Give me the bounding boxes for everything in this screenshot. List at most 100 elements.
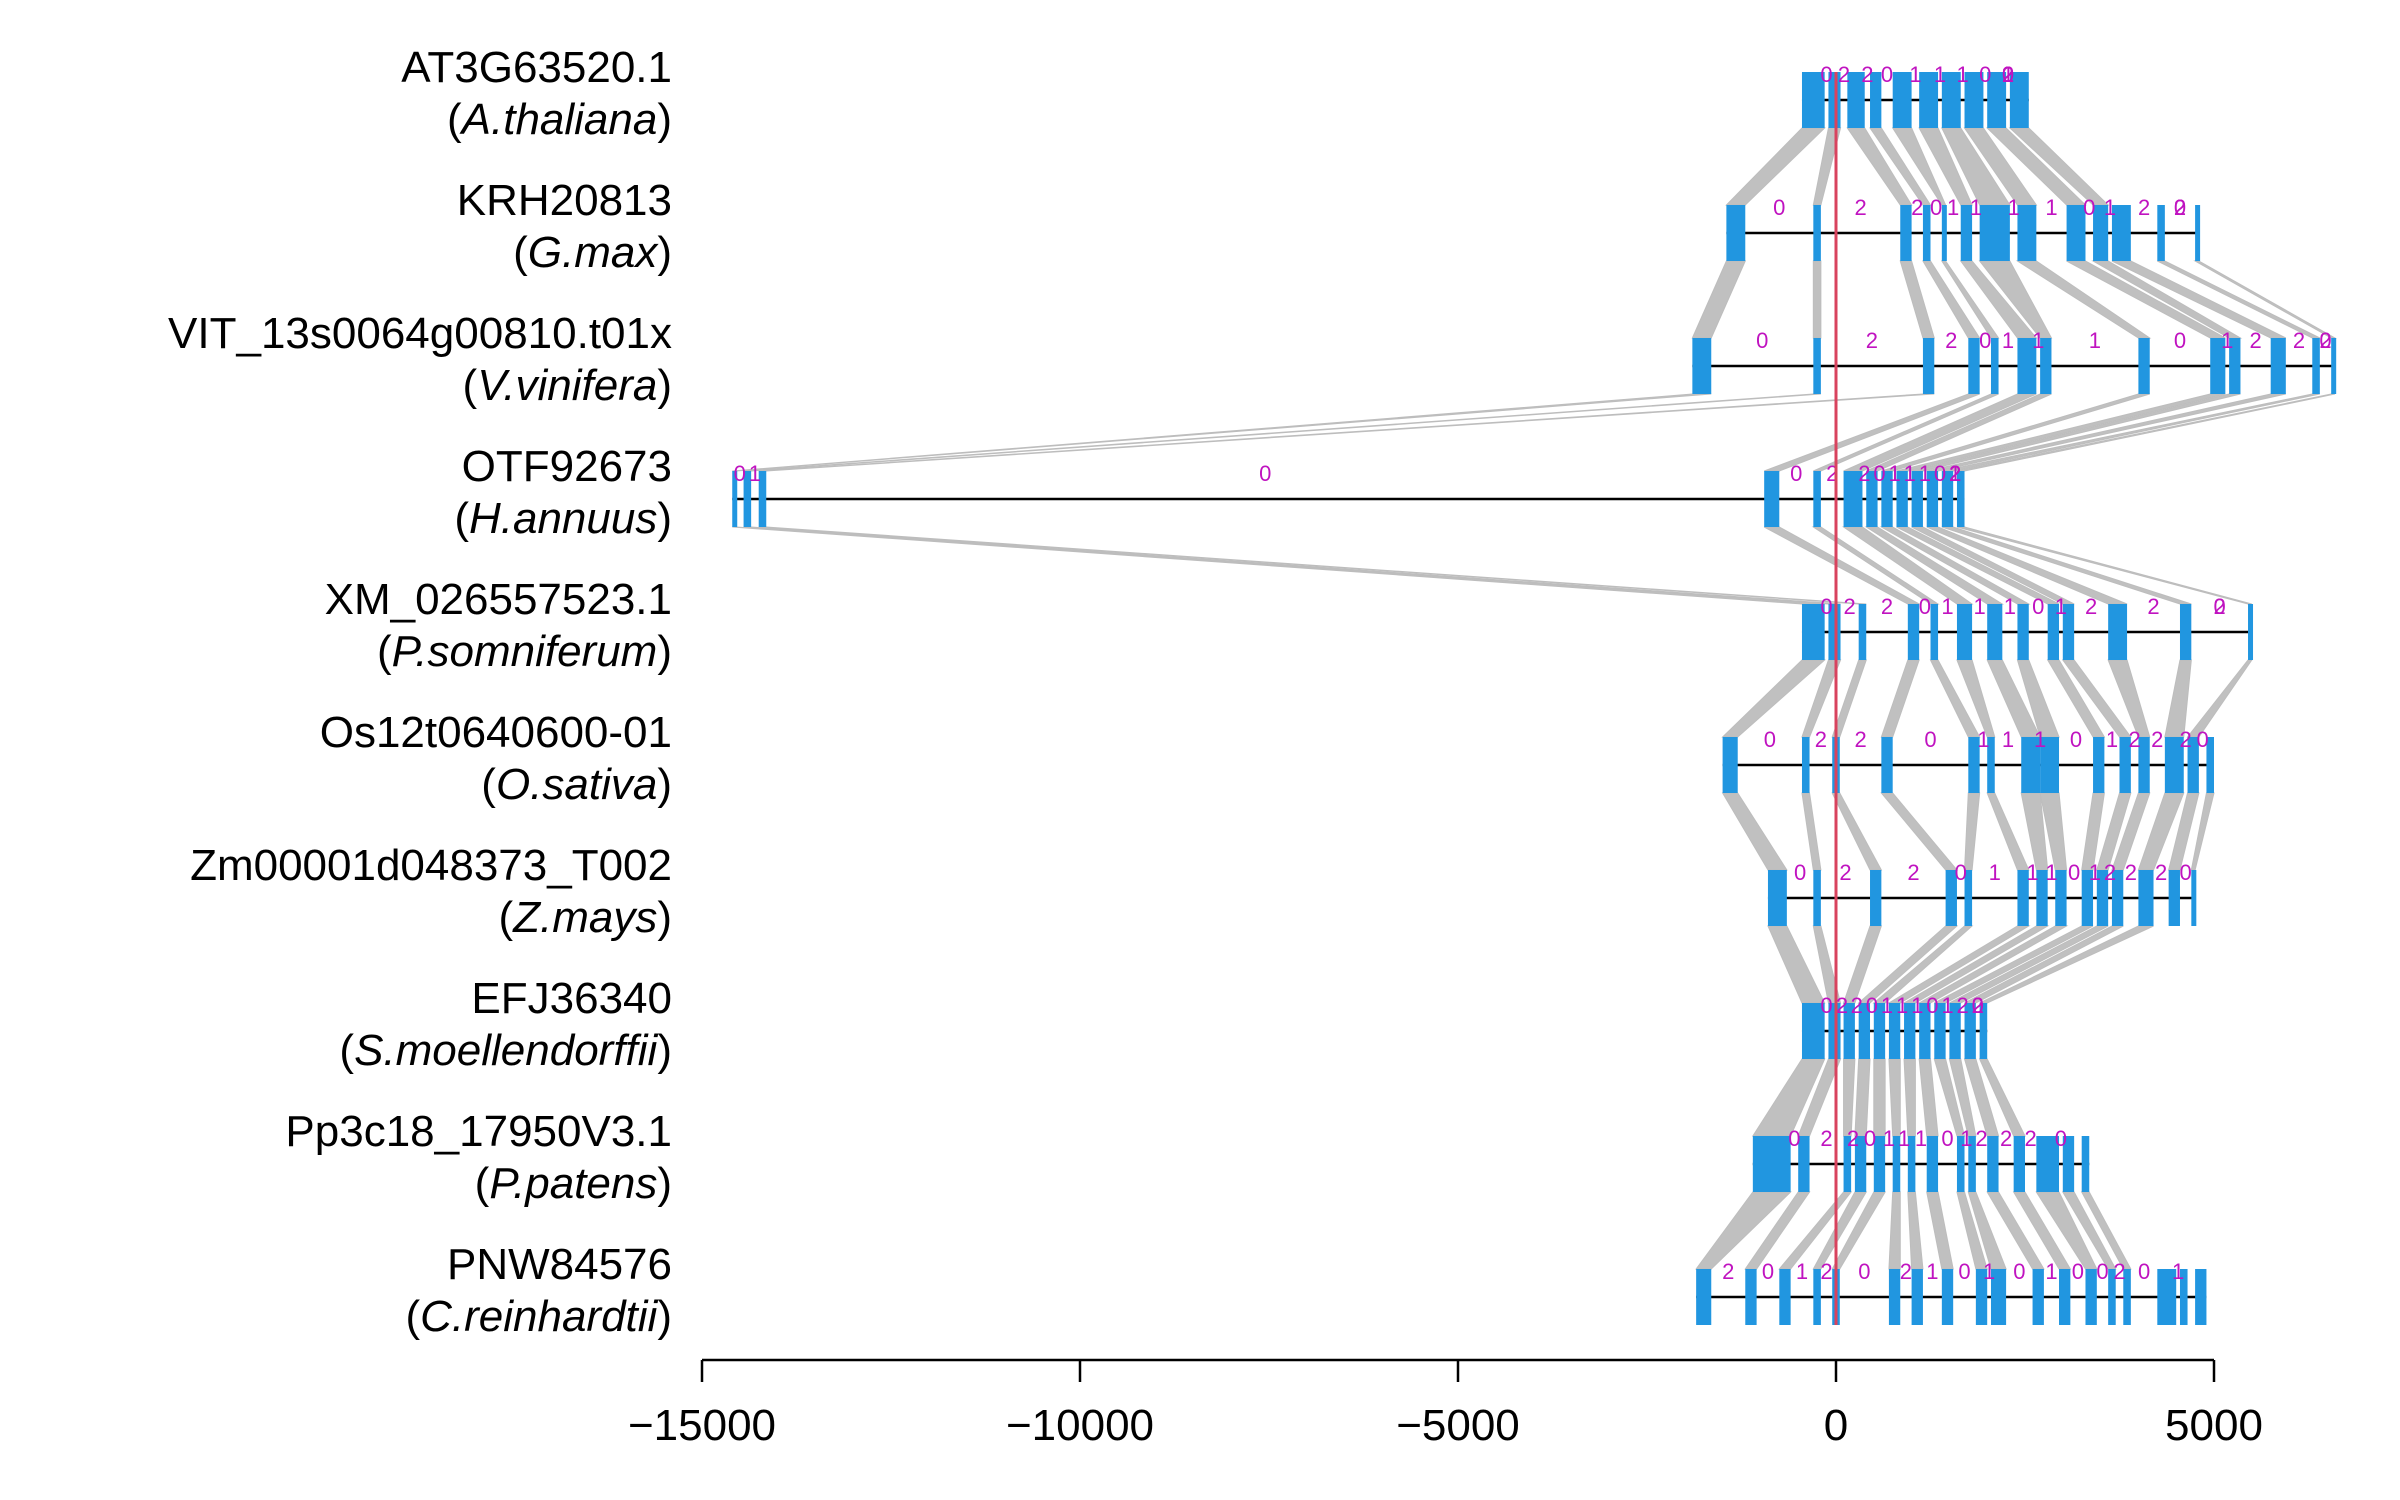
intron-phase-label: 1 bbox=[1974, 594, 1986, 619]
intron-phase-label: 2 bbox=[2180, 727, 2192, 752]
species-label: (C.reinhardtii) bbox=[405, 1292, 672, 1341]
exon bbox=[1956, 471, 1965, 527]
intron-phase-label: 0 bbox=[2013, 1259, 2025, 1284]
exon bbox=[2179, 604, 2192, 660]
exon bbox=[1896, 471, 1908, 527]
intron-phase-label: 1 bbox=[2002, 727, 2014, 752]
intron-phase-label: 1 bbox=[1904, 461, 1916, 486]
intron-phase-label: 0 bbox=[1858, 1259, 1870, 1284]
intron-phase-label: 2 bbox=[2002, 62, 2014, 87]
intron-phase-label: 2 bbox=[1851, 993, 1863, 1018]
exon bbox=[2195, 1269, 2207, 1325]
exon bbox=[1813, 471, 1821, 527]
intron-phase-label: 0 bbox=[1773, 195, 1785, 220]
intron-phase-label: 1 bbox=[1909, 62, 1921, 87]
exon bbox=[1696, 1269, 1712, 1325]
exon bbox=[2138, 737, 2150, 793]
intron-phase-label: 0 bbox=[1864, 1126, 1876, 1151]
exon bbox=[1949, 1003, 1961, 1059]
exon bbox=[2096, 870, 2109, 926]
exon bbox=[1843, 471, 1863, 527]
intron-phase-label: 2 bbox=[2138, 195, 2150, 220]
exon bbox=[1987, 1136, 1999, 1192]
intron-phase-label: 2 bbox=[1881, 594, 1893, 619]
intron-phase-label: 2 bbox=[1972, 993, 1984, 1018]
homology-link bbox=[1926, 1191, 1954, 1270]
exon bbox=[1801, 604, 1825, 660]
homology-link bbox=[1963, 792, 1981, 871]
intron-phase-label: 1 bbox=[2221, 328, 2233, 353]
exon bbox=[1813, 1269, 1821, 1325]
exon bbox=[2248, 604, 2254, 660]
intron-phase-label: 0 bbox=[1788, 1126, 1800, 1151]
exon bbox=[1960, 205, 1973, 261]
exon bbox=[2009, 72, 2029, 128]
intron-phase-label: 0 bbox=[2197, 727, 2209, 752]
exon bbox=[1881, 471, 1893, 527]
exon bbox=[1987, 604, 2003, 660]
gene-id-label: PNW84576 bbox=[447, 1240, 672, 1289]
intron-phase-label: 1 bbox=[2026, 860, 2038, 885]
intron-phase-label: 2 bbox=[2002, 62, 2014, 87]
intron-phase-label: 0 bbox=[1979, 328, 1991, 353]
exon bbox=[2157, 1269, 2177, 1325]
exon bbox=[1941, 72, 1961, 128]
exon bbox=[2032, 1269, 2044, 1325]
homology-link bbox=[1725, 127, 1826, 206]
homology-link bbox=[2157, 260, 2321, 339]
exon bbox=[1843, 1136, 1852, 1192]
exon bbox=[1919, 1003, 1931, 1059]
exon bbox=[2013, 1136, 2025, 1192]
intron-phase-label: 2 bbox=[1820, 1126, 1832, 1151]
exon bbox=[1888, 1003, 1901, 1059]
homology-link bbox=[1831, 792, 1883, 871]
intron-phase-label: 2 bbox=[2174, 195, 2186, 220]
exon bbox=[1870, 870, 1882, 926]
exon bbox=[1979, 1003, 1988, 1059]
exon bbox=[1934, 1003, 1946, 1059]
homology-link bbox=[1986, 792, 2030, 871]
exon bbox=[2017, 870, 2029, 926]
intron-phase-label: 0 bbox=[1790, 461, 1802, 486]
intron-phase-label: 0 bbox=[1919, 594, 1931, 619]
exon bbox=[2138, 870, 2154, 926]
intron-phase-label: 2 bbox=[1866, 328, 1878, 353]
intron-phase-label: 2 bbox=[1975, 1126, 1987, 1151]
exon bbox=[2017, 338, 2037, 394]
exon bbox=[1979, 205, 2010, 261]
exon bbox=[1990, 338, 1999, 394]
intron-phase-label: 0 bbox=[1934, 461, 1946, 486]
exon bbox=[1964, 72, 1984, 128]
gene-track: 0 2 2 0 1 1 1 1 0 1 2 220 bbox=[1726, 195, 2201, 261]
intron-phase-label: 0 bbox=[1762, 1259, 1774, 1284]
intron-phase-label: 2 bbox=[2113, 1259, 2125, 1284]
intron-phase-label: 1 bbox=[1934, 62, 1946, 87]
exon bbox=[1911, 1269, 1923, 1325]
intron-phase-label: 0 bbox=[2096, 1259, 2108, 1284]
intron-phase-label: 1 bbox=[2045, 860, 2057, 885]
intron-phase-label: 1 bbox=[1957, 62, 1969, 87]
exon bbox=[1964, 1003, 1976, 1059]
exon bbox=[1873, 1003, 1886, 1059]
homology-link bbox=[743, 526, 1841, 605]
exon bbox=[1828, 72, 1841, 128]
gene-id-label: KRH20813 bbox=[457, 176, 672, 225]
intron-phase-label: 0 bbox=[1820, 993, 1832, 1018]
exon bbox=[1828, 604, 1841, 660]
intron-phase-label: 2 bbox=[2147, 594, 2159, 619]
exon bbox=[1922, 205, 1931, 261]
exon bbox=[1764, 471, 1780, 527]
intron-phase-label: 2 bbox=[1949, 461, 1961, 486]
exon bbox=[1767, 870, 1787, 926]
intron-phase-label: 1 bbox=[2034, 727, 2046, 752]
exon bbox=[1847, 72, 1865, 128]
exon bbox=[1941, 471, 1954, 527]
exon bbox=[1752, 1136, 1791, 1192]
intron-phase-label: 1 bbox=[2172, 1259, 2184, 1284]
exon bbox=[2179, 1269, 2188, 1325]
intron-phase-label: 1 bbox=[1949, 461, 1961, 486]
